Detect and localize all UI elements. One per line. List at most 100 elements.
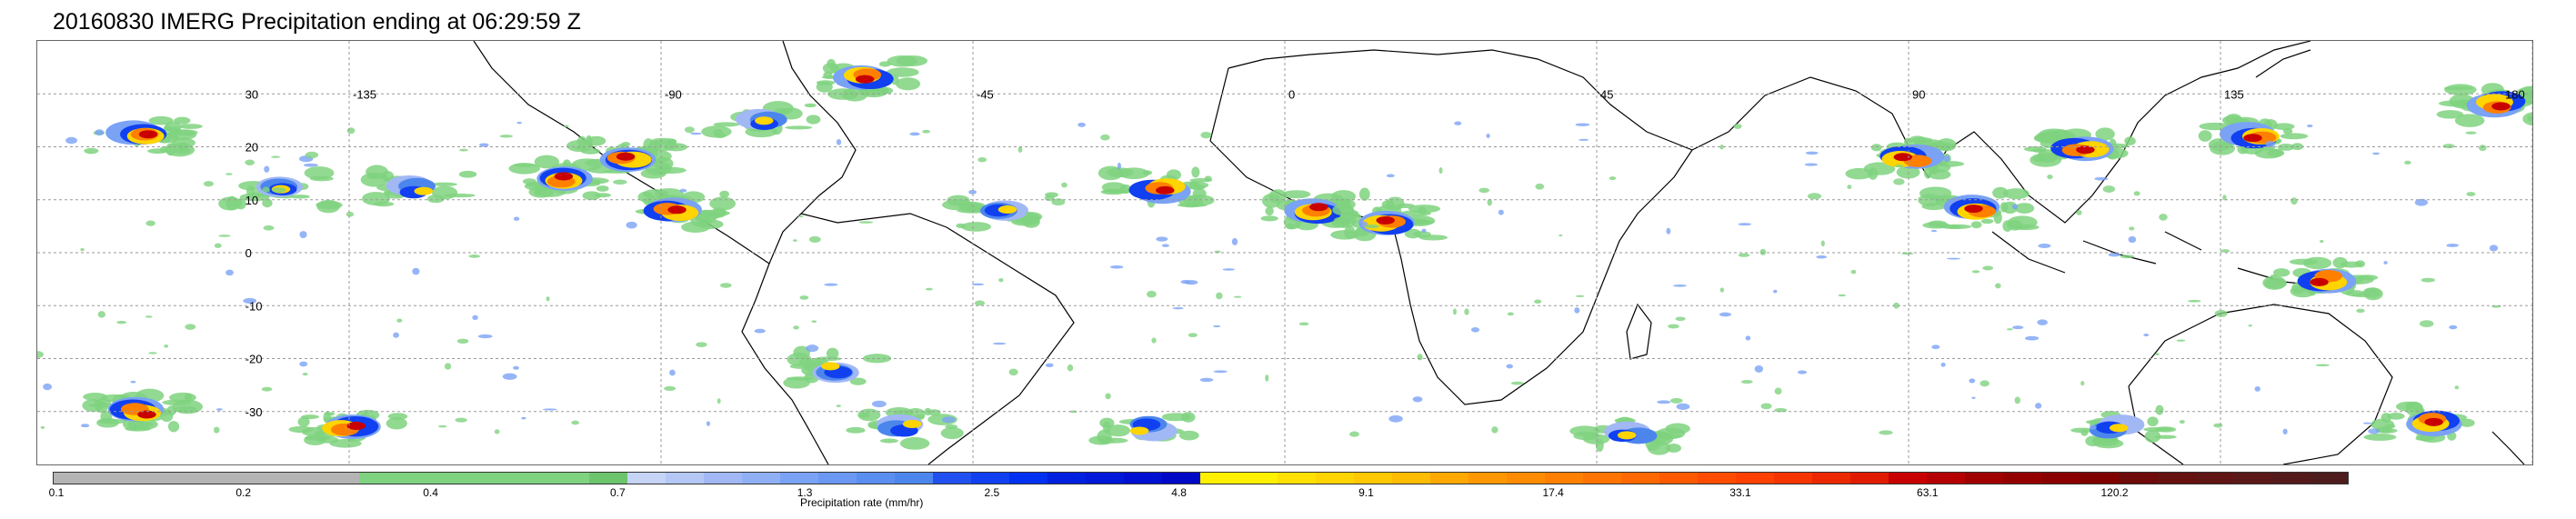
colorbar-tick-label: 0.2 <box>236 486 252 499</box>
precip-speck <box>1995 283 2001 289</box>
precip-core <box>616 152 636 161</box>
precip-speck <box>2265 141 2275 148</box>
precip-speck <box>1199 377 1214 383</box>
coastline-africa <box>1209 49 1693 405</box>
precip-cell <box>1413 231 1431 238</box>
map-title: 20160830 IMERG Precipitation ending at 0… <box>53 9 581 35</box>
precip-speck <box>1940 362 1946 367</box>
precip-speck <box>478 143 489 147</box>
precip-speck <box>1931 344 1940 350</box>
precip-speck <box>521 416 526 420</box>
latitude-label: -30 <box>246 405 263 419</box>
precip-speck <box>1265 374 1269 382</box>
precip-cell <box>2011 224 2040 231</box>
precip-cell <box>2210 141 2236 155</box>
precip-speck <box>679 188 687 193</box>
precip-cell <box>709 196 737 211</box>
precip-cell <box>956 223 966 229</box>
precip-speck <box>1745 335 1751 341</box>
precip-speck <box>437 424 447 428</box>
precip-cell <box>1177 203 1208 208</box>
precip-speck <box>2143 334 2150 337</box>
precip-cell <box>163 125 172 132</box>
colorbar-swatch <box>856 473 896 484</box>
precip-speck <box>444 363 452 370</box>
colorbar-swatch <box>971 473 1010 484</box>
precip-speck <box>1820 240 1825 247</box>
precip-cell <box>309 175 334 182</box>
precip-speck <box>43 383 53 391</box>
colorbar-swatch <box>130 473 169 484</box>
precip-speck <box>2479 145 2487 152</box>
precip-speck <box>797 215 804 218</box>
precip-speck <box>1421 228 1427 234</box>
precip-cell <box>827 88 858 100</box>
precip-speck <box>564 125 569 128</box>
precip-speck <box>1759 248 1767 255</box>
precip-speck <box>1754 364 1764 373</box>
latitude-label: 20 <box>246 141 258 155</box>
precip-cell <box>304 166 335 180</box>
precip-speck <box>302 373 308 376</box>
colorbar-swatch <box>1429 473 1468 484</box>
colorbar-swatch <box>1047 473 1087 484</box>
precip-cell <box>1870 144 1882 152</box>
precip-speck <box>2404 160 2411 165</box>
precip-cell <box>2014 203 2035 214</box>
precip-speck <box>2213 423 2223 428</box>
precip-speck <box>1200 131 1212 139</box>
precip-speck <box>2220 249 2230 253</box>
precip-cell <box>1970 221 1982 229</box>
precip-speck <box>1971 396 1976 399</box>
precip-cell <box>1921 203 1947 211</box>
colorbar-tick-label: 17.4 <box>1542 486 1564 499</box>
precip-speck <box>1348 431 1359 437</box>
colorbar-swatch <box>168 473 207 484</box>
precip-core <box>855 75 875 84</box>
precip-speck <box>1669 397 1683 404</box>
precip-speck <box>2282 428 2288 435</box>
precip-cell <box>1188 181 1199 187</box>
precip-speck <box>346 127 356 135</box>
precip-core <box>1156 185 1175 195</box>
precip-cell <box>804 103 817 108</box>
precip-speck <box>1069 410 1078 414</box>
longitude-label: 90 <box>1912 87 1925 101</box>
precip-speck <box>95 129 105 136</box>
precip-core <box>1964 205 1983 214</box>
colorbar-swatch <box>1927 473 1966 484</box>
precip-cell <box>940 427 964 440</box>
precip-cell <box>896 55 928 66</box>
precip-cell <box>2436 110 2464 119</box>
precip-speck <box>2176 339 2186 342</box>
precipitation-map[interactable]: -135 -90 -45 0 45 90 135 180 30 20 10 0 -10 -20 -30 <box>36 40 2533 465</box>
precip-speck <box>203 181 214 187</box>
precip-speck <box>1797 370 1808 374</box>
precip-speck <box>2214 310 2228 317</box>
precip-cell <box>167 421 180 433</box>
precip-cell <box>288 425 314 434</box>
precip-cell <box>1118 167 1149 180</box>
precip-speck <box>1740 379 1753 384</box>
coastline-australia <box>2128 304 2393 464</box>
precip-cell <box>862 354 892 364</box>
precip-cell <box>879 438 898 444</box>
precip-speck <box>836 139 842 145</box>
precip-speck <box>226 269 234 276</box>
precip-speck <box>1388 414 1403 423</box>
precip-cell <box>289 195 310 199</box>
colorbar-swatch <box>1774 473 1813 484</box>
latitude-label: -20 <box>246 353 263 366</box>
precip-speck <box>2089 424 2097 430</box>
precip-speck <box>1231 237 1238 245</box>
colorbar-swatch <box>1812 473 1851 484</box>
precip-speck <box>754 328 766 334</box>
colorbar-swatch <box>1965 473 2004 484</box>
precip-speck <box>1180 279 1191 284</box>
colorbar-tick-label: 1.3 <box>797 486 813 499</box>
precip-cell <box>316 435 339 444</box>
precip-speck <box>1364 225 1379 229</box>
precip-speck <box>871 400 887 408</box>
precip-core <box>1617 431 1637 440</box>
precip-speck <box>494 429 500 434</box>
